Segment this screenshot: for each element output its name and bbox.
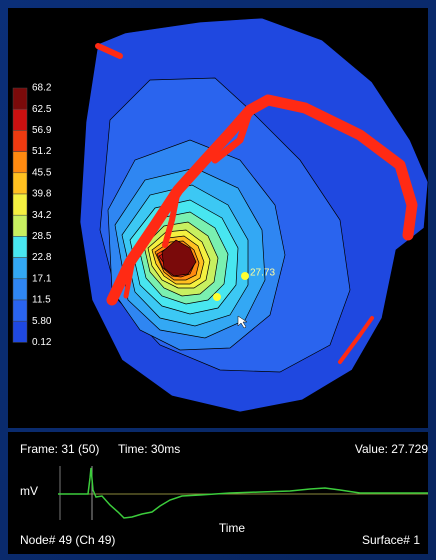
colorbar-label: 0.12 (32, 337, 52, 348)
marker-label: 27.73 (250, 268, 275, 279)
colorbar-swatch (13, 215, 27, 236)
value-label: Value: 27.729 (355, 442, 428, 456)
marker[interactable] (213, 293, 221, 301)
app-window: 27.73 68.2 62.5 56.9 51.2 45.5 39.8 34.2 28.5 22… (0, 0, 436, 560)
colorbar-label: 17.1 (32, 273, 52, 284)
colorbar-label: 62.5 (32, 104, 52, 115)
y-axis-label: mV (20, 484, 38, 498)
colorbar-swatch (13, 173, 27, 194)
colorbar-label: 56.9 (32, 125, 52, 136)
marker[interactable] (241, 272, 249, 280)
colorbar-swatch (13, 236, 27, 257)
colorbar-label: 11.5 (32, 295, 51, 306)
frame-label: Frame: 31 (50) (20, 442, 99, 456)
colorbar-swatch (13, 300, 27, 321)
colorbar-label: 28.5 (32, 231, 52, 242)
colorbar-label: 22.8 (32, 252, 52, 263)
colorbar-swatch (13, 258, 27, 279)
colorbar-swatch (13, 152, 27, 173)
colorbar-swatch (13, 130, 27, 151)
colorbar-label: 5.80 (32, 316, 52, 327)
colorbar-swatch (13, 321, 27, 342)
colorbar-label: 68.2 (32, 83, 52, 94)
colorbar-label: 34.2 (32, 210, 52, 221)
surface-label: Surface# 1 (362, 533, 420, 547)
colorbar-swatch (13, 109, 27, 130)
node-label: Node# 49 (Ch 49) (20, 533, 115, 547)
colorbar-swatch (13, 88, 27, 109)
colorbar-label: 39.8 (32, 189, 52, 200)
colorbar-swatch (13, 194, 27, 215)
time-label: Time: 30ms (118, 442, 180, 456)
colorbar-label: 51.2 (32, 146, 52, 157)
x-axis-label: Time (219, 521, 246, 535)
colorbar-swatch (13, 279, 27, 300)
colorbar-label: 45.5 (32, 167, 52, 178)
